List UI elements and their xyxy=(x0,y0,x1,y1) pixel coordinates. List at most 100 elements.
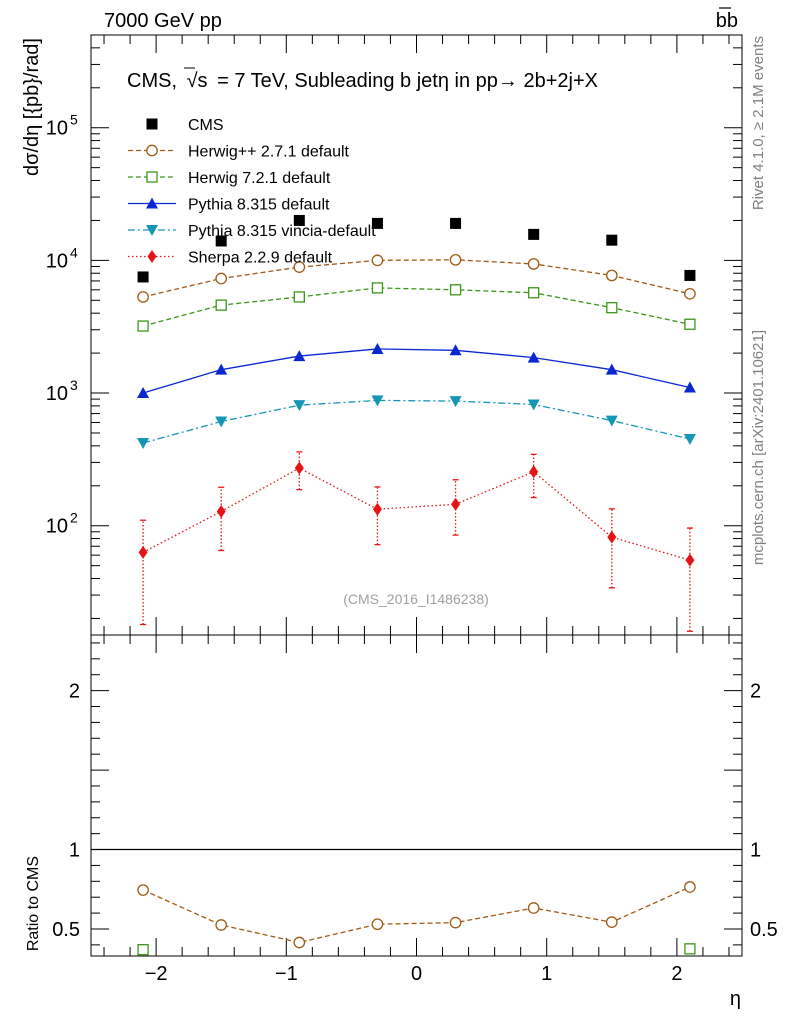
series-3-point xyxy=(371,342,384,354)
series-4-point xyxy=(137,438,150,450)
x-tick-label: −1 xyxy=(275,963,298,985)
series-3-point xyxy=(293,350,306,362)
main-title-prefix: CMS, xyxy=(127,70,177,92)
legend-label-5: Sherpa 2.2.9 default xyxy=(188,250,333,267)
ratio-series-0-line xyxy=(142,886,691,944)
series-5-point xyxy=(216,504,226,518)
main-plot-area xyxy=(137,214,696,632)
x-tick-label: −2 xyxy=(145,963,168,985)
series-2-point xyxy=(606,302,618,314)
x-tick-label: 0 xyxy=(411,963,422,985)
series-0-point xyxy=(606,234,618,246)
legend-label-2: Herwig 7.2.1 default xyxy=(188,170,331,187)
ratio-series-0-point xyxy=(293,936,306,949)
series-5-line xyxy=(142,467,691,561)
series-2-point xyxy=(215,299,227,311)
header-right: bb xyxy=(716,10,738,32)
series-1-point xyxy=(137,291,149,303)
series-3-point xyxy=(449,344,462,356)
main-y-label: dσ/dη [{pb}/rad] xyxy=(21,38,43,176)
series-3-point xyxy=(137,387,150,399)
ratio-plot-area xyxy=(91,848,742,956)
legend-label-0: CMS xyxy=(188,117,224,134)
ratio-series-0-point xyxy=(371,918,384,931)
series-5-point xyxy=(372,502,382,516)
y-tick-exponent: 2 xyxy=(70,510,78,526)
series-2-line xyxy=(142,287,691,327)
y-tick-exponent: 5 xyxy=(70,112,78,128)
series-3-point xyxy=(683,381,696,393)
series-3-point xyxy=(215,363,228,375)
series-2-point xyxy=(684,318,696,330)
main-title: CMS, √s = 7 TeV, Subleading b jetη in pp… xyxy=(127,70,598,92)
y-tick-label: 10 xyxy=(46,118,68,140)
legend-marker-1 xyxy=(146,144,158,157)
x-axis-label: η xyxy=(730,988,741,1010)
series-1-point xyxy=(605,269,618,282)
series-1-point xyxy=(449,253,462,266)
ratio-series-0-point xyxy=(449,916,462,929)
y-tick-label: 10 xyxy=(46,250,68,272)
ratio-series-0-point xyxy=(605,916,618,929)
series-1-point xyxy=(371,254,384,267)
series-1-point xyxy=(293,261,306,273)
series-5-point xyxy=(294,461,304,475)
series-5-point xyxy=(138,545,148,559)
series-0-point xyxy=(137,271,149,283)
ratio-panel: 0.5 0.5 1 1 2 2 Ratio to CMS xyxy=(25,634,778,957)
legend-marker-0 xyxy=(146,118,158,130)
series-5-point xyxy=(529,465,539,479)
series-3-line xyxy=(142,348,691,394)
series-3-point xyxy=(527,351,540,363)
legend-marker-3 xyxy=(146,197,158,209)
series-3-point xyxy=(605,363,618,375)
watermark: (CMS_2016_I1486238) xyxy=(343,591,489,607)
side-text-top: Rivet 4.1.0, ≥ 2.1M events xyxy=(750,36,767,210)
series-1-point xyxy=(527,258,540,270)
series-5-point xyxy=(607,530,617,544)
x-tick-label: 2 xyxy=(671,963,682,985)
header-left: 7000 GeV pp xyxy=(104,10,222,32)
series-2-point xyxy=(371,282,384,294)
series-4-line xyxy=(142,399,691,444)
ratio-y-tick-label-right: 0.5 xyxy=(750,919,778,941)
series-5-point xyxy=(685,553,695,567)
legend-label-1: Herwig++ 2.7.1 default xyxy=(188,144,350,161)
series-1-line xyxy=(142,259,691,298)
series-0-point xyxy=(450,217,462,229)
legend-label-4: Pythia 8.315 vincia-default xyxy=(188,223,376,240)
ratio-series-0-point xyxy=(137,884,149,896)
y-tick-label: 10 xyxy=(46,516,68,538)
ratio-series-0-point xyxy=(527,902,540,914)
ratio-series-0-point xyxy=(215,919,228,931)
series-0-point xyxy=(684,269,696,281)
ratio-y-tick-label: 2 xyxy=(69,681,80,703)
ratio-y-tick-label-right: 2 xyxy=(750,681,761,703)
legend: CMS Herwig++ 2.7.1 default Herwig 7.2.1 de… xyxy=(128,117,376,267)
series-4-point xyxy=(371,395,384,407)
main-title-rest: = 7 TeV, Subleading b jetη in pp→ 2b+2j+… xyxy=(217,70,598,92)
ratio-series-0-point xyxy=(684,881,696,893)
ratio-plot-frame xyxy=(90,634,743,957)
main-title-sqrt: √ xyxy=(187,70,198,92)
series-0-point xyxy=(528,228,540,240)
series-4-point xyxy=(293,400,306,412)
series-5-point xyxy=(451,497,461,511)
y-tick-exponent: 3 xyxy=(70,377,78,393)
main-title-root: s xyxy=(198,70,208,92)
legend-label-3: Pythia 8.315 default xyxy=(188,197,330,214)
y-tick-label: 10 xyxy=(46,383,68,405)
ratio-y-tick-label: 1 xyxy=(69,840,80,862)
series-4-point xyxy=(683,434,696,446)
x-axis-labels: −2 −1 0 1 2 xyxy=(145,963,683,985)
series-2-point xyxy=(449,284,462,296)
ratio-y-label: Ratio to CMS xyxy=(25,856,42,951)
series-4-point xyxy=(605,415,618,427)
series-4-point xyxy=(215,416,228,428)
x-tick-label: 1 xyxy=(541,963,552,985)
series-4-point xyxy=(527,399,540,411)
series-4-point xyxy=(449,396,462,408)
